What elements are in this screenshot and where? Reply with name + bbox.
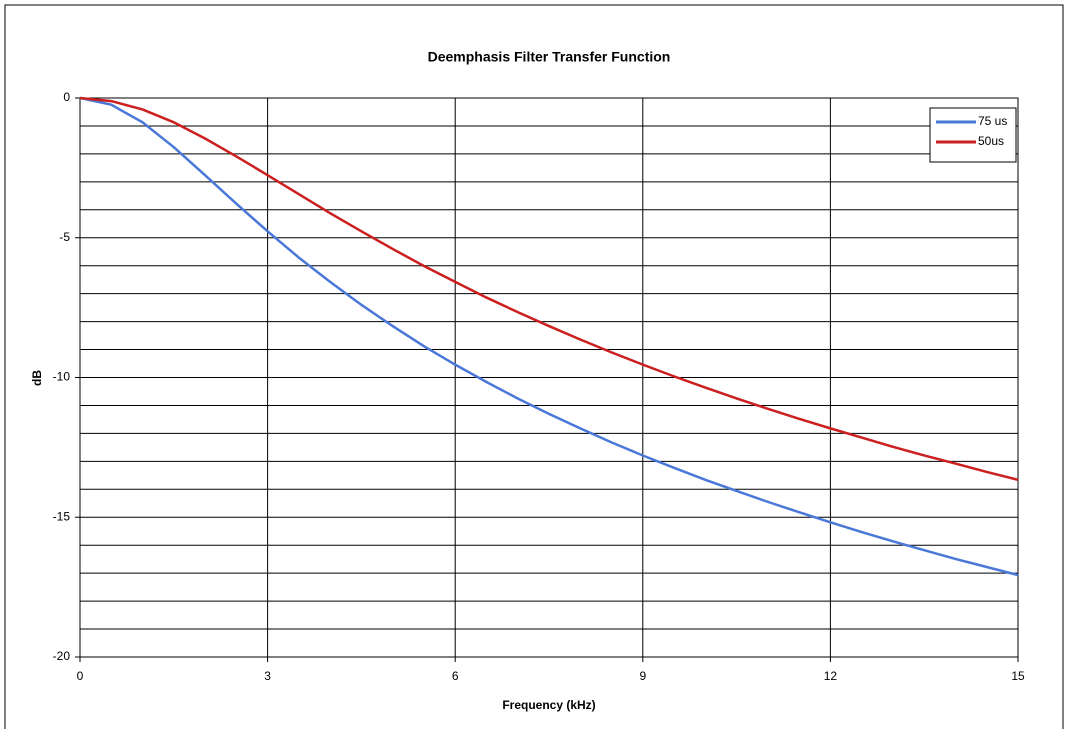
x-tick-label: 3 bbox=[264, 669, 271, 683]
y-tick-label: 0 bbox=[63, 90, 70, 104]
x-tick-label: 9 bbox=[639, 669, 646, 683]
series-line bbox=[79, 96, 1019, 482]
legend-label: 75 us bbox=[978, 114, 1007, 128]
y-tick-label: -10 bbox=[53, 370, 71, 384]
y-tick-label: -5 bbox=[59, 230, 70, 244]
y-axis-label: dB bbox=[30, 370, 44, 386]
x-tick-label: 12 bbox=[824, 669, 838, 683]
x-tick-label: 6 bbox=[452, 669, 459, 683]
legend-box bbox=[929, 107, 1017, 163]
chart-title: Deemphasis Filter Transfer Function bbox=[428, 49, 671, 65]
series-line bbox=[79, 96, 1019, 577]
x-tick-label: 15 bbox=[1011, 669, 1025, 683]
x-axis-label: Frequency (kHz) bbox=[502, 698, 595, 712]
legend: 75 us 50us bbox=[929, 107, 1017, 163]
x-tick-label: 0 bbox=[77, 669, 84, 683]
y-tick-label: -15 bbox=[53, 509, 71, 523]
legend-label: 50us bbox=[978, 134, 1004, 148]
y-tick-label: -20 bbox=[53, 649, 71, 663]
